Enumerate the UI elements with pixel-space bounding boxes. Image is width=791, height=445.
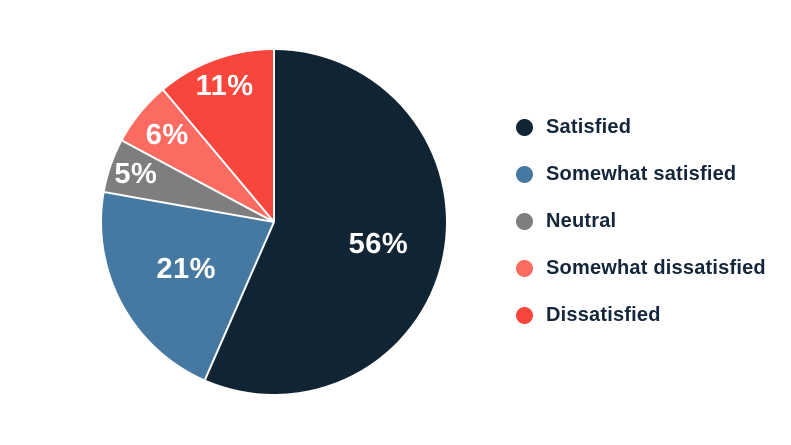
legend-swatch-icon — [516, 166, 533, 183]
legend-swatch-icon — [516, 307, 533, 324]
legend-swatch-icon — [516, 260, 533, 277]
legend-item-dissatisfied: Dissatisfied — [516, 304, 766, 326]
pie-slice-dissatisfied — [163, 50, 274, 222]
legend-swatch-icon — [516, 213, 533, 230]
legend-item-neutral: Neutral — [516, 210, 766, 232]
pie-slice-neutral — [104, 140, 274, 222]
legend-label: Somewhat dissatisfied — [546, 257, 766, 279]
pie-value-label: 56% — [349, 228, 409, 260]
legend-item-somewhat-satisfied: Somewhat satisfied — [516, 163, 766, 185]
pie-value-label: 6% — [146, 119, 189, 151]
legend-label: Dissatisfied — [546, 304, 661, 326]
pie-slice-somewhat-satisfied — [101, 192, 274, 380]
slice-separator — [104, 191, 275, 223]
legend-label: Neutral — [546, 210, 617, 232]
slice-separator — [204, 221, 275, 380]
slice-separator — [121, 139, 275, 223]
legend-item-somewhat-dissatisfied: Somewhat dissatisfied — [516, 257, 766, 279]
pie-value-label: 21% — [156, 253, 216, 285]
pie-value-label: 11% — [196, 70, 254, 102]
pie-slice-satisfied — [205, 50, 447, 395]
chart-legend: Satisfied Somewhat satisfied Neutral Som… — [516, 116, 766, 326]
pie-slice-somewhat-dissatisfied — [122, 90, 274, 223]
legend-label: Satisfied — [546, 116, 632, 138]
pie-value-label: 5% — [114, 158, 157, 190]
legend-swatch-icon — [516, 119, 533, 136]
legend-item-satisfied: Satisfied — [516, 116, 766, 138]
legend-label: Somewhat satisfied — [546, 163, 737, 185]
slice-separator — [162, 89, 275, 223]
